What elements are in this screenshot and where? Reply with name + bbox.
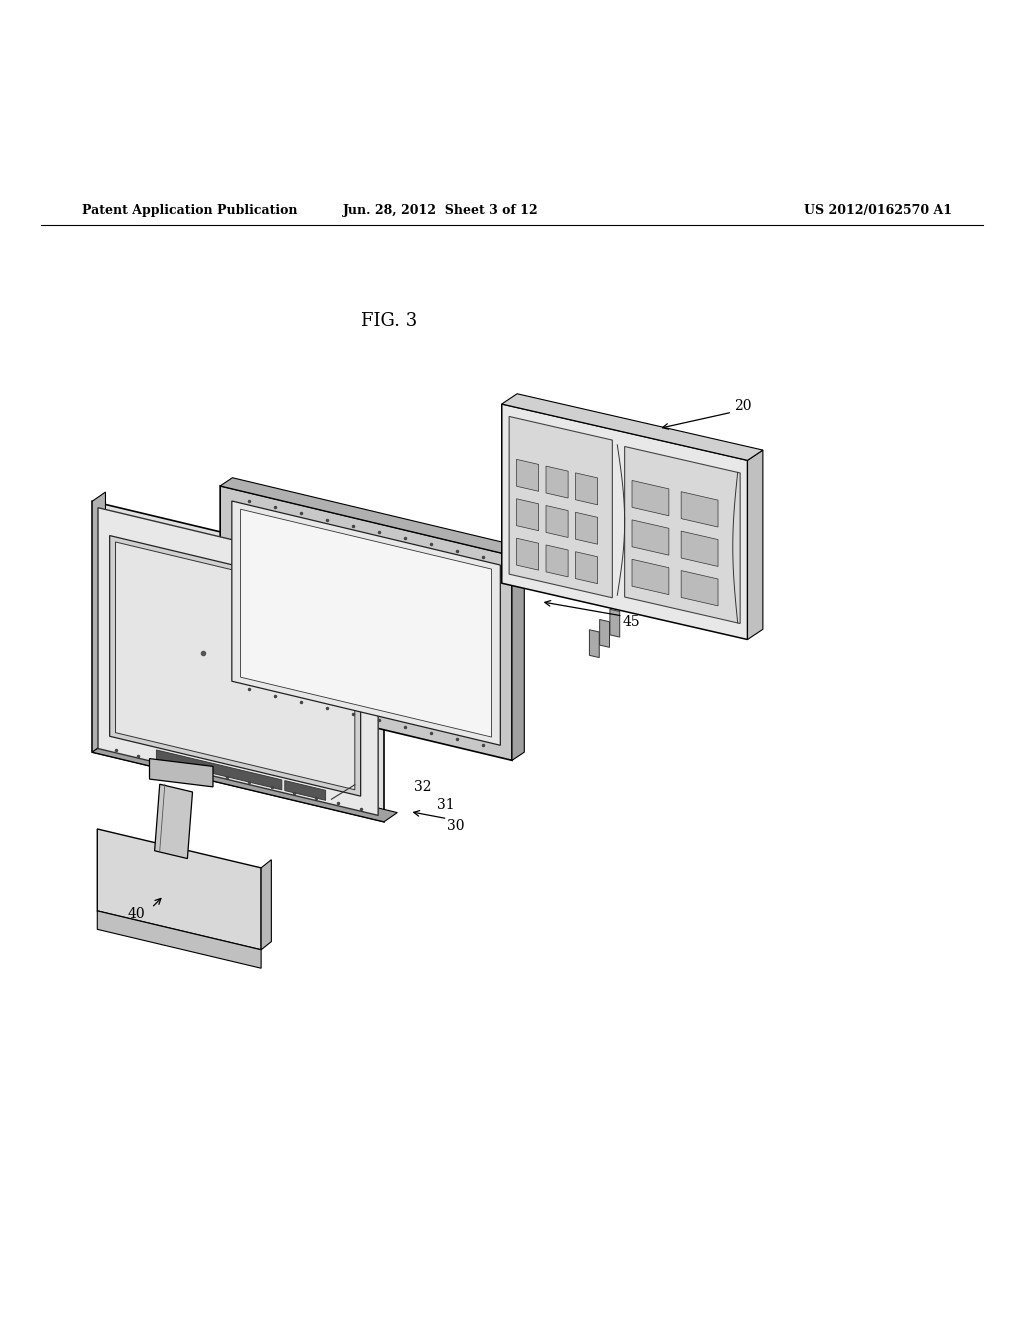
Polygon shape (92, 502, 384, 822)
Polygon shape (681, 492, 718, 527)
Polygon shape (231, 502, 501, 746)
Polygon shape (625, 446, 740, 623)
Polygon shape (632, 480, 669, 516)
Polygon shape (516, 499, 539, 531)
Text: Jun. 28, 2012  Sheet 3 of 12: Jun. 28, 2012 Sheet 3 of 12 (342, 205, 539, 218)
Polygon shape (92, 492, 105, 752)
Polygon shape (241, 510, 492, 737)
Polygon shape (110, 536, 360, 796)
Polygon shape (516, 459, 539, 491)
Polygon shape (575, 473, 598, 504)
Polygon shape (546, 466, 568, 498)
Polygon shape (220, 486, 512, 760)
Polygon shape (509, 416, 612, 598)
Text: Patent Application Publication: Patent Application Publication (82, 205, 297, 218)
Polygon shape (92, 743, 397, 822)
Polygon shape (502, 393, 763, 461)
Polygon shape (516, 539, 539, 570)
Text: 40: 40 (127, 907, 145, 921)
Polygon shape (610, 610, 620, 638)
Polygon shape (546, 506, 568, 537)
Polygon shape (97, 829, 261, 950)
Polygon shape (220, 478, 524, 556)
Polygon shape (575, 512, 598, 544)
Polygon shape (157, 750, 282, 789)
Text: 20: 20 (733, 399, 752, 413)
Polygon shape (155, 784, 193, 858)
Polygon shape (502, 404, 748, 639)
Text: 45: 45 (623, 615, 641, 630)
Polygon shape (261, 859, 271, 950)
Text: FIG. 3: FIG. 3 (361, 312, 417, 330)
Polygon shape (116, 543, 355, 789)
Polygon shape (632, 520, 669, 556)
Polygon shape (98, 508, 378, 816)
Polygon shape (575, 552, 598, 583)
Polygon shape (97, 911, 261, 969)
Polygon shape (600, 619, 609, 647)
Polygon shape (285, 780, 326, 800)
Text: 30: 30 (446, 818, 465, 833)
Text: 31: 31 (436, 799, 455, 812)
Polygon shape (681, 531, 718, 566)
Text: 32: 32 (414, 780, 432, 793)
Polygon shape (632, 560, 669, 594)
Polygon shape (546, 545, 568, 577)
Polygon shape (150, 759, 213, 787)
Polygon shape (748, 450, 763, 639)
Text: US 2012/0162570 A1: US 2012/0162570 A1 (804, 205, 952, 218)
Polygon shape (512, 548, 524, 760)
Polygon shape (590, 630, 599, 657)
Polygon shape (681, 570, 718, 606)
